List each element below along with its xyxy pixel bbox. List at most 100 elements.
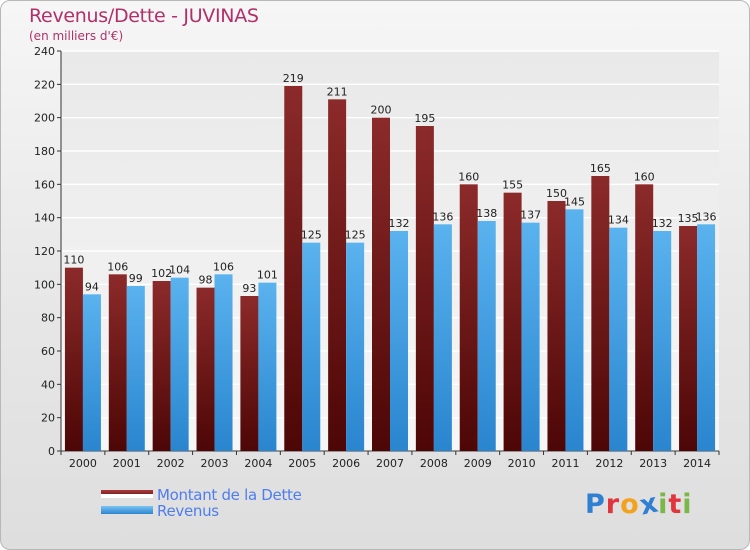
x-tick-label: 2009 (464, 457, 492, 470)
y-tick-label: 240 (34, 45, 55, 58)
data-label-revenus: 104 (169, 264, 190, 277)
bar-dette (459, 184, 478, 452)
x-tick-label: 2000 (69, 457, 97, 470)
data-label-dette: 150 (546, 187, 567, 200)
bar-revenus (653, 231, 672, 451)
y-tick-label: 0 (48, 445, 55, 458)
data-label-dette: 93 (242, 282, 256, 295)
data-label-revenus: 136 (696, 210, 717, 223)
legend-swatch-dette (101, 490, 153, 498)
x-tick-label: 2004 (244, 457, 272, 470)
bar-dette (64, 267, 83, 451)
y-tick-label: 20 (41, 412, 55, 425)
x-tick-label: 2003 (201, 457, 229, 470)
data-label-dette: 155 (502, 179, 523, 192)
bar-dette (635, 184, 654, 452)
x-tick-label: 2005 (288, 457, 316, 470)
data-label-revenus: 125 (345, 229, 366, 242)
data-label-dette: 160 (458, 170, 479, 183)
data-label-revenus: 106 (213, 260, 234, 273)
bar-dette (372, 117, 390, 452)
bar-revenus (521, 222, 540, 451)
data-label-dette: 211 (327, 85, 348, 98)
y-tick-label: 60 (41, 345, 55, 358)
data-label-dette: 102 (151, 267, 172, 280)
bar-revenus (609, 227, 628, 451)
bar-dette (328, 99, 347, 451)
chart-subtitle: (en milliers d'€) (29, 29, 124, 43)
y-tick-label: 40 (41, 378, 55, 391)
y-tick-label: 220 (34, 78, 55, 91)
data-label-dette: 106 (107, 260, 128, 273)
x-tick-label: 2012 (595, 457, 623, 470)
data-label-dette: 110 (63, 254, 84, 267)
data-label-revenus: 94 (85, 280, 99, 293)
bar-revenus (390, 231, 408, 451)
x-tick-label: 2002 (157, 457, 185, 470)
data-label-revenus: 125 (301, 229, 322, 242)
legend-swatch-revenus (101, 506, 153, 514)
data-label-revenus: 136 (432, 210, 453, 223)
legend-label-revenus: Revenus (157, 502, 219, 520)
bar-dette (415, 126, 434, 451)
y-tick-label: 100 (34, 278, 55, 291)
data-label-dette: 195 (414, 112, 435, 125)
logo-letter: t (668, 489, 683, 520)
legend-label-dette: Montant de la Dette (157, 486, 302, 504)
data-label-revenus: 145 (564, 195, 585, 208)
bar-dette (679, 226, 698, 451)
logo-letter: i (682, 489, 693, 520)
bar-dette (108, 274, 127, 451)
bar-dette (547, 201, 566, 451)
bar-dette (240, 296, 259, 451)
y-tick-label: 80 (41, 312, 55, 325)
data-label-dette: 165 (590, 162, 611, 175)
data-label-revenus: 134 (608, 214, 629, 227)
x-tick-label: 2014 (683, 457, 711, 470)
y-tick-label: 200 (34, 112, 55, 125)
data-label-dette: 160 (634, 170, 655, 183)
logo-letter: o (620, 489, 640, 520)
bar-revenus (302, 242, 321, 451)
y-tick-label: 160 (34, 178, 55, 191)
y-tick-label: 180 (34, 145, 55, 158)
bar-dette (284, 86, 303, 451)
x-tick-label: 2006 (332, 457, 360, 470)
chart-title: Revenus/Dette - JUVINAS (29, 5, 259, 27)
logo-letter: r (605, 489, 621, 520)
data-label-dette: 200 (371, 104, 392, 117)
data-label-dette: 219 (283, 72, 304, 85)
data-label-revenus: 137 (520, 209, 541, 222)
x-tick-label: 2010 (508, 457, 536, 470)
bar-dette (152, 281, 171, 451)
x-tick-label: 2013 (639, 457, 667, 470)
data-label-dette: 98 (199, 274, 213, 287)
bar-revenus (126, 286, 145, 451)
bar-revenus (170, 277, 189, 451)
x-tick-label: 2001 (113, 457, 141, 470)
bar-revenus (697, 224, 716, 451)
bar-revenus (214, 274, 233, 451)
bar-revenus (433, 224, 452, 451)
proxiti-logo: Proxiti (585, 487, 693, 521)
data-label-revenus: 138 (476, 207, 497, 220)
bar-dette (591, 176, 610, 451)
logo-letter: i (658, 489, 669, 520)
bar-revenus (477, 221, 496, 451)
bar-dette (503, 192, 522, 451)
x-tick-label: 2008 (420, 457, 448, 470)
data-label-revenus: 132 (652, 217, 673, 230)
data-label-revenus: 101 (257, 269, 278, 282)
data-label-revenus: 132 (389, 217, 410, 230)
bar-revenus (346, 242, 365, 451)
x-tick-label: 2007 (376, 457, 404, 470)
data-label-dette: 135 (678, 212, 699, 225)
logo-letter: P (585, 489, 606, 520)
y-tick-label: 140 (34, 212, 55, 225)
bar-dette (196, 287, 215, 451)
data-label-revenus: 99 (129, 272, 143, 285)
y-tick-label: 120 (34, 245, 55, 258)
x-tick-label: 2011 (551, 457, 579, 470)
